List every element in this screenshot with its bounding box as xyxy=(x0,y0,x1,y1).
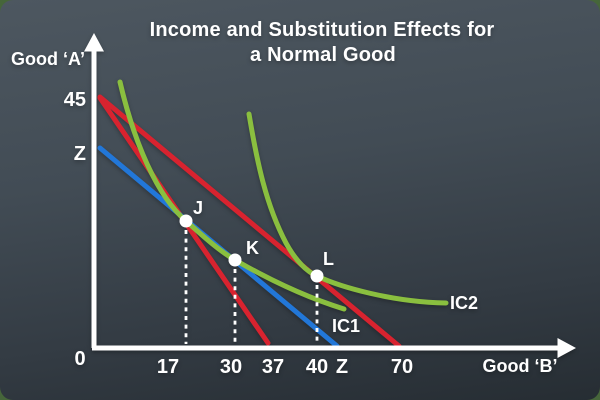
point-l-label: L xyxy=(323,249,334,269)
x-tick-30: 30 xyxy=(220,356,242,378)
chart-title-line2: a Normal Good xyxy=(250,44,396,66)
x-tick-17: 17 xyxy=(157,356,179,378)
y-axis-arrow-icon xyxy=(84,33,104,52)
point-l-marker xyxy=(310,269,324,283)
original-budget-line xyxy=(97,94,402,349)
y-axis-title: Good ‘A’ xyxy=(11,49,85,69)
point-j-label: J xyxy=(193,198,203,218)
x-tick-z: Z xyxy=(336,356,348,378)
point-j-marker xyxy=(179,214,193,228)
indifference-curve-ic1 xyxy=(117,79,347,312)
point-k-marker xyxy=(228,253,242,267)
y-tick-45: 45 xyxy=(64,89,86,111)
origin-label: 0 xyxy=(74,348,85,370)
x-axis-title: Good ‘B’ xyxy=(483,356,558,376)
x-tick-40: 40 xyxy=(306,356,328,378)
indifference-curve-ic2 xyxy=(246,111,449,306)
ic1-label: IC1 xyxy=(332,316,360,336)
point-k-label: K xyxy=(246,238,259,258)
chart-title-line1: Income and Substitution Effects for xyxy=(150,19,495,41)
y-tick-z: Z xyxy=(74,143,86,165)
ic2-label: IC2 xyxy=(450,293,478,313)
x-axis-arrow-icon xyxy=(557,338,576,358)
x-tick-70: 70 xyxy=(391,356,413,378)
axes xyxy=(84,33,576,358)
droplines xyxy=(184,230,319,344)
x-tick-37: 37 xyxy=(262,356,284,378)
